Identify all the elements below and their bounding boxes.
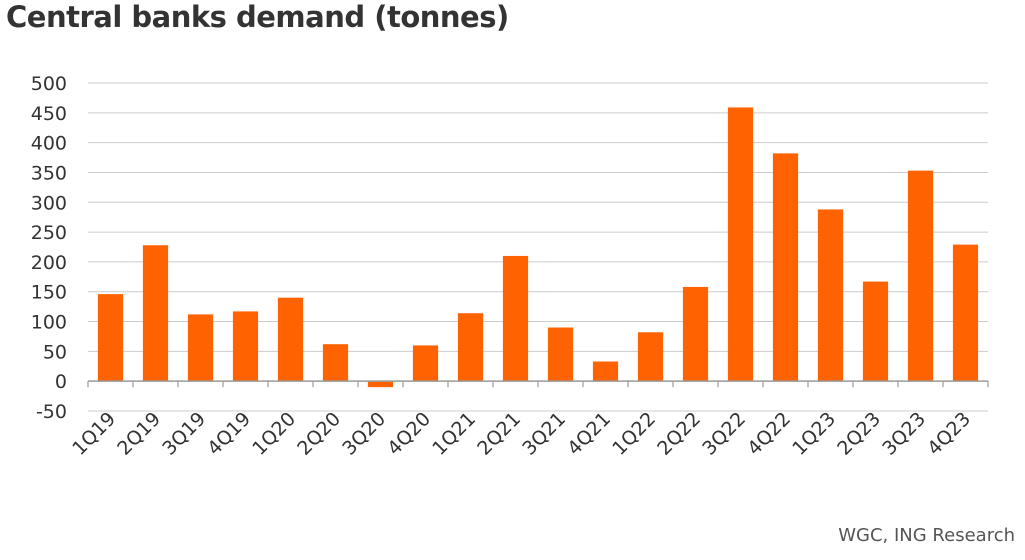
x-tick-label: 2Q19 [113, 408, 165, 460]
y-tick-label: 200 [31, 252, 67, 274]
x-tick-label: 3Q22 [698, 408, 750, 460]
bars [97, 107, 979, 388]
y-tick-label: 50 [43, 341, 67, 363]
y-tick-label: 500 [31, 73, 67, 95]
x-tick-label: 3Q23 [878, 408, 930, 460]
bar-4Q20 [412, 345, 439, 382]
bar-4Q23 [952, 244, 979, 382]
bar-3Q19 [187, 314, 214, 382]
bar-4Q19 [232, 311, 259, 382]
bar-4Q21 [592, 361, 619, 382]
y-tick-label: 300 [31, 192, 67, 214]
x-tick-label: 4Q23 [923, 408, 975, 460]
bar-2Q21 [502, 255, 529, 382]
bar-3Q22 [727, 107, 754, 382]
x-tick-label: 1Q22 [608, 408, 660, 460]
x-tick-label: 1Q20 [248, 408, 300, 460]
y-tick-label: 0 [55, 371, 67, 393]
bar-4Q22 [772, 153, 799, 382]
x-tick-label: 4Q20 [383, 408, 435, 460]
x-tick-label: 4Q19 [203, 408, 255, 460]
x-tick-label: 1Q21 [428, 408, 480, 460]
x-tick-label: 1Q19 [68, 408, 120, 460]
bar-2Q19 [142, 245, 169, 382]
x-tick-label: 2Q20 [293, 408, 345, 460]
bar-2Q23 [862, 281, 889, 382]
x-tick-label: 3Q20 [338, 408, 390, 460]
chart-title: Central banks demand (tonnes) [6, 0, 509, 34]
source-note: WGC, ING Research [838, 525, 1015, 546]
bar-1Q20 [277, 297, 304, 382]
bar-1Q19 [97, 294, 124, 382]
x-tick-label: 3Q21 [518, 408, 570, 460]
x-tick-label: 4Q22 [743, 408, 795, 460]
y-tick-label: 450 [31, 103, 67, 125]
y-tick-label: 400 [31, 133, 67, 155]
y-tick-label: 150 [31, 282, 67, 304]
y-grid [88, 82, 988, 412]
y-tick-labels: -50 0 50 100 150 200 250 300 350 400 450 500 [31, 73, 67, 423]
bar-2Q20 [322, 344, 349, 382]
x-tick-label: 3Q19 [158, 408, 210, 460]
bar-3Q21 [547, 327, 574, 382]
x-tick-labels: 1Q192Q193Q194Q191Q202Q203Q204Q201Q212Q21… [68, 408, 975, 460]
bar-1Q22 [637, 332, 664, 382]
x-tick-label: 2Q23 [833, 408, 885, 460]
y-tick-label: -50 [36, 401, 67, 423]
x-tick-label: 2Q21 [473, 408, 525, 460]
y-tick-label: 250 [31, 222, 67, 244]
bar-2Q22 [682, 286, 709, 382]
x-axis [87, 380, 989, 388]
x-tick-label: 1Q23 [788, 408, 840, 460]
bar-3Q23 [907, 170, 934, 382]
x-tick-label: 2Q22 [653, 408, 705, 460]
bar-1Q21 [457, 313, 484, 382]
y-tick-label: 350 [31, 162, 67, 184]
bar-1Q23 [817, 209, 844, 382]
x-tick-label: 4Q21 [563, 408, 615, 460]
bar-3Q20 [367, 381, 394, 388]
y-tick-label: 100 [31, 312, 67, 334]
